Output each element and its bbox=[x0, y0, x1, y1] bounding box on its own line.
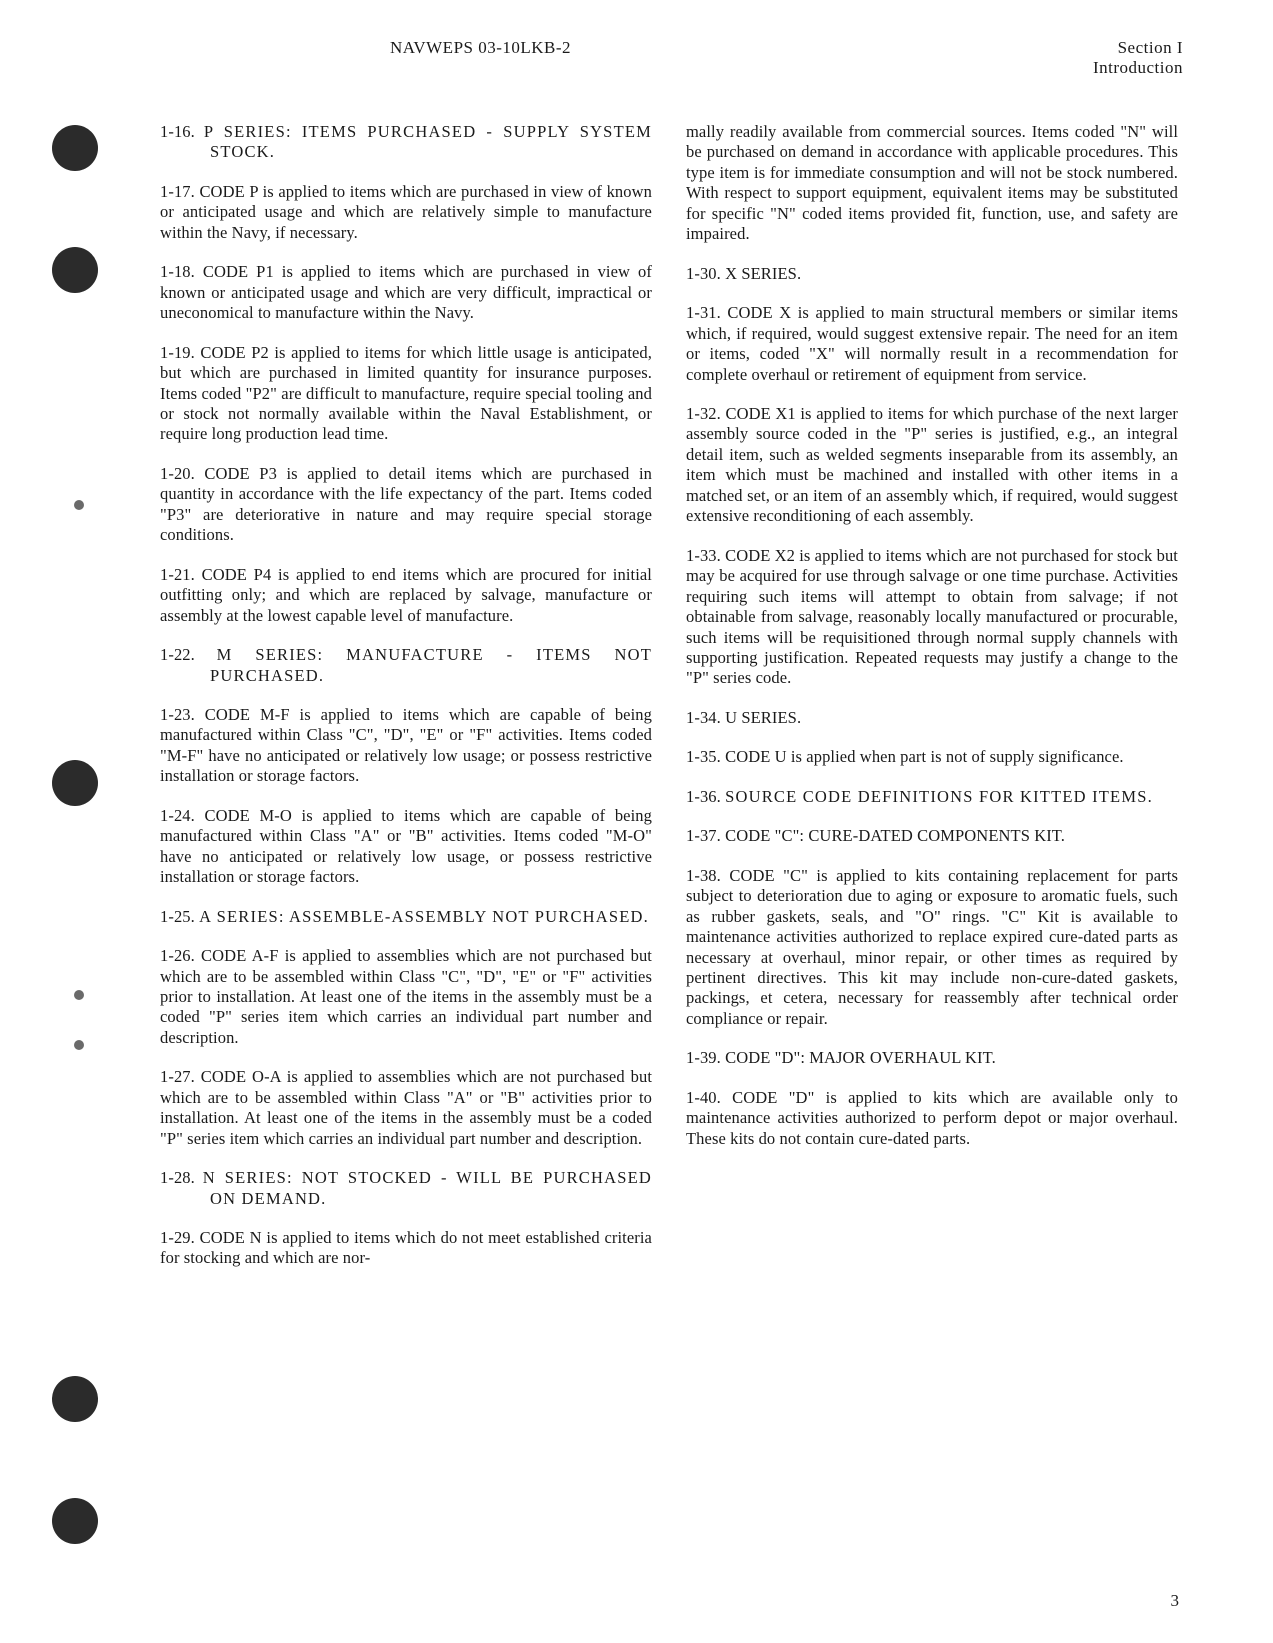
document-page: NAVWEPS 03-10LKB-2 Section I Introductio… bbox=[0, 0, 1273, 1643]
punch-hole-small bbox=[74, 990, 84, 1000]
punch-hole bbox=[52, 1376, 98, 1422]
paragraph: 1-24. CODE M-O is applied to items which… bbox=[160, 806, 652, 888]
heading-number: 1-28. bbox=[160, 1168, 203, 1187]
paragraph: 1-35. CODE U is applied when part is not… bbox=[686, 747, 1178, 767]
punch-holes bbox=[52, 0, 112, 1643]
heading-title: M SERIES: MANUFACTURE - ITEMS NOT PURCHA… bbox=[210, 645, 652, 684]
left-column: 1-16. P SERIES: ITEMS PURCHASED - SUPPLY… bbox=[160, 122, 652, 1288]
right-column: mally readily available from commercial … bbox=[686, 122, 1178, 1288]
section-heading: 1-36. SOURCE CODE DEFINITIONS FOR KITTED… bbox=[686, 787, 1178, 807]
heading-title: N SERIES: NOT STOCKED - WILL BE PURCHASE… bbox=[203, 1168, 652, 1207]
paragraph: 1-17. CODE P is applied to items which a… bbox=[160, 182, 652, 243]
punch-hole bbox=[52, 760, 98, 806]
section-heading: 1-25. A SERIES: ASSEMBLE-ASSEMBLY NOT PU… bbox=[160, 907, 652, 927]
page-number: 3 bbox=[1171, 1591, 1180, 1611]
paragraph: 1-38. CODE "C" is applied to kits contai… bbox=[686, 866, 1178, 1030]
heading-number: 1-36. bbox=[686, 787, 725, 806]
paragraph: 1-29. CODE N is applied to items which d… bbox=[160, 1228, 652, 1269]
paragraph: 1-23. CODE M-F is applied to items which… bbox=[160, 705, 652, 787]
section-subtitle: Introduction bbox=[1093, 58, 1183, 78]
header-right: Section I Introduction bbox=[1093, 38, 1183, 78]
heading-number: 1-22. bbox=[160, 645, 217, 664]
punch-hole-small bbox=[74, 500, 84, 510]
heading-title: P SERIES: ITEMS PURCHASED - SUPPLY SYSTE… bbox=[204, 122, 652, 161]
paragraph: 1-20. CODE P3 is applied to detail items… bbox=[160, 464, 652, 546]
section-label: Section I bbox=[1093, 38, 1183, 58]
paragraph: 1-27. CODE O-A is applied to assemblies … bbox=[160, 1067, 652, 1149]
paragraph: 1-18. CODE P1 is applied to items which … bbox=[160, 262, 652, 323]
paragraph: 1-37. CODE "C": CURE-DATED COMPONENTS KI… bbox=[686, 826, 1178, 846]
paragraph: 1-33. CODE X2 is applied to items which … bbox=[686, 546, 1178, 689]
paragraph: 1-26. CODE A-F is applied to assemblies … bbox=[160, 946, 652, 1048]
text-columns: 1-16. P SERIES: ITEMS PURCHASED - SUPPLY… bbox=[160, 122, 1183, 1288]
paragraph: 1-30. X SERIES. bbox=[686, 264, 1178, 284]
page-header: NAVWEPS 03-10LKB-2 Section I Introductio… bbox=[390, 38, 1183, 78]
doc-id: NAVWEPS 03-10LKB-2 bbox=[390, 38, 571, 78]
paragraph: 1-19. CODE P2 is applied to items for wh… bbox=[160, 343, 652, 445]
section-heading: 1-16. P SERIES: ITEMS PURCHASED - SUPPLY… bbox=[160, 122, 652, 163]
punch-hole bbox=[52, 1498, 98, 1544]
section-heading: 1-28. N SERIES: NOT STOCKED - WILL BE PU… bbox=[160, 1168, 652, 1209]
heading-number: 1-25. bbox=[160, 907, 199, 926]
paragraph: 1-32. CODE X1 is applied to items for wh… bbox=[686, 404, 1178, 527]
punch-hole bbox=[52, 125, 98, 171]
heading-title: A SERIES: ASSEMBLE-ASSEMBLY NOT PURCHASE… bbox=[199, 907, 649, 926]
section-heading: 1-22. M SERIES: MANUFACTURE - ITEMS NOT … bbox=[160, 645, 652, 686]
punch-hole bbox=[52, 247, 98, 293]
punch-hole-small bbox=[74, 1040, 84, 1050]
paragraph: 1-21. CODE P4 is applied to end items wh… bbox=[160, 565, 652, 626]
paragraph: 1-39. CODE "D": MAJOR OVERHAUL KIT. bbox=[686, 1048, 1178, 1068]
heading-number: 1-16. bbox=[160, 122, 204, 141]
heading-title: SOURCE CODE DEFINITIONS FOR KITTED ITEMS… bbox=[725, 787, 1153, 806]
paragraph: 1-40. CODE "D" is applied to kits which … bbox=[686, 1088, 1178, 1149]
paragraph: 1-34. U SERIES. bbox=[686, 708, 1178, 728]
paragraph: 1-31. CODE X is applied to main structur… bbox=[686, 303, 1178, 385]
paragraph: mally readily available from commercial … bbox=[686, 122, 1178, 245]
